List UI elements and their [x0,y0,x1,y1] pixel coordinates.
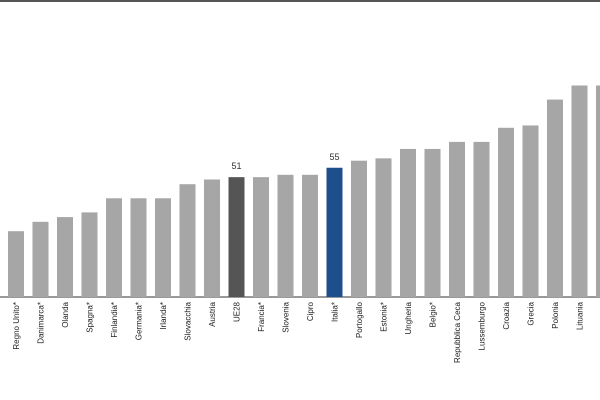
bar-regno-unito [8,231,24,297]
x-tick-label: Croazia [502,301,511,329]
x-tick-label: UE28 [233,301,242,322]
x-tick-label: Germania* [135,302,144,340]
bar-germania [130,198,147,297]
bar-spagna [81,212,98,297]
bar-croazia [498,127,514,297]
bar-slovenia [277,174,294,297]
data-label: 51 [231,161,241,171]
x-tick-label: Cipro [306,301,315,321]
bar-finlandia [106,198,122,297]
x-tick-label: Grecia [527,301,536,325]
bar-lituania [571,85,588,297]
bar-belgio [424,148,441,297]
bar-italia [326,167,343,297]
x-tick-label: Slovenia [282,301,291,332]
x-tick-label: Regno Unito* [12,302,21,350]
bar-ungheria [400,148,416,297]
x-tick-label: Italia* [331,302,340,322]
x-tick-label: Spagna* [86,302,95,333]
x-tick-label: Lussemburgo [478,301,487,350]
x-tick-label: Portogallo [355,301,364,338]
bar-danimarca [32,221,49,297]
bar-cipro [302,174,318,297]
bar-estonia [375,158,392,297]
x-tick-label: Belgio* [429,302,438,327]
bar-portogallo [351,160,367,297]
x-tick-label: Repubblica Ceca [453,301,462,362]
x-tick-label: Irlanda* [159,302,168,330]
data-label: 55 [329,152,339,162]
bar-polonia [547,99,563,297]
bar-lussemburgo [473,141,490,297]
bar-austria [204,179,220,297]
bar-irlanda [155,198,171,297]
x-tick-label: Danimarca* [37,302,46,344]
bar-slovacchia [179,184,196,297]
top-border [0,0,600,2]
bar-ue28 [228,177,245,297]
bar-olanda [57,217,73,297]
x-tick-label: Finlandia* [110,302,119,338]
x-tick-label: Polonia [551,301,560,328]
bar-repubblica-ceca [449,141,465,297]
bar-grecia [522,125,539,297]
x-tick-label: Francia* [257,302,266,332]
x-tick-label: Slovacchia [184,301,193,340]
x-tick-label: Olanda [61,301,70,327]
x-tick-label: Ungheria [404,301,413,334]
x-tick-label: Estonia* [380,302,389,332]
x-tick-label: Austria [208,301,217,326]
x-tick-label: Lituania [576,301,585,330]
bar-partial-25 [596,85,600,297]
bar-francia [253,177,269,297]
